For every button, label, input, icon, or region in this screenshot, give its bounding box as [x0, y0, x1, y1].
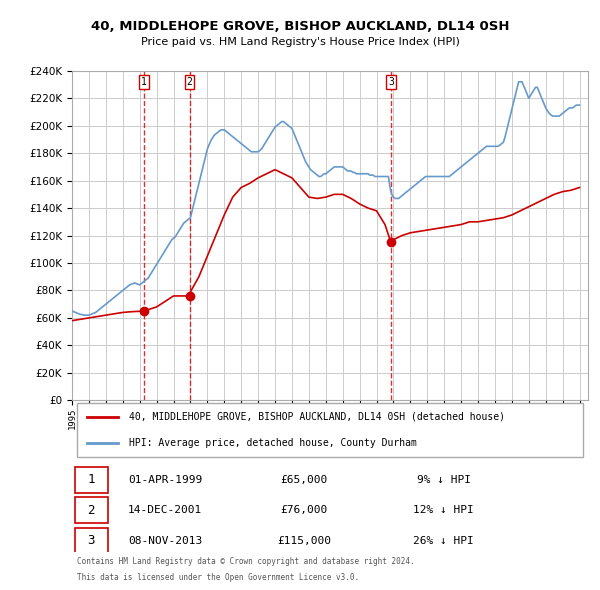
- Text: 08-NOV-2013: 08-NOV-2013: [128, 536, 202, 546]
- FancyBboxPatch shape: [77, 403, 583, 457]
- Text: 12% ↓ HPI: 12% ↓ HPI: [413, 505, 474, 515]
- FancyBboxPatch shape: [74, 528, 108, 553]
- Text: 9% ↓ HPI: 9% ↓ HPI: [416, 475, 470, 485]
- Text: 2: 2: [187, 77, 193, 87]
- Text: £115,000: £115,000: [277, 536, 331, 546]
- Text: Price paid vs. HM Land Registry's House Price Index (HPI): Price paid vs. HM Land Registry's House …: [140, 38, 460, 47]
- Text: 3: 3: [88, 535, 95, 548]
- Text: 26% ↓ HPI: 26% ↓ HPI: [413, 536, 474, 546]
- Text: This data is licensed under the Open Government Licence v3.0.: This data is licensed under the Open Gov…: [77, 573, 359, 582]
- FancyBboxPatch shape: [74, 497, 108, 523]
- Text: 1: 1: [141, 77, 147, 87]
- Text: £76,000: £76,000: [281, 505, 328, 515]
- Text: 40, MIDDLEHOPE GROVE, BISHOP AUCKLAND, DL14 0SH (detached house): 40, MIDDLEHOPE GROVE, BISHOP AUCKLAND, D…: [129, 412, 505, 422]
- Text: 14-DEC-2001: 14-DEC-2001: [128, 505, 202, 515]
- Text: £65,000: £65,000: [281, 475, 328, 485]
- Text: 1: 1: [88, 473, 95, 486]
- Text: Contains HM Land Registry data © Crown copyright and database right 2024.: Contains HM Land Registry data © Crown c…: [77, 557, 415, 566]
- Text: HPI: Average price, detached house, County Durham: HPI: Average price, detached house, Coun…: [129, 438, 416, 448]
- Text: 3: 3: [388, 77, 394, 87]
- Text: 2: 2: [88, 504, 95, 517]
- Text: 01-APR-1999: 01-APR-1999: [128, 475, 202, 485]
- Text: 40, MIDDLEHOPE GROVE, BISHOP AUCKLAND, DL14 0SH: 40, MIDDLEHOPE GROVE, BISHOP AUCKLAND, D…: [91, 20, 509, 33]
- FancyBboxPatch shape: [74, 467, 108, 493]
